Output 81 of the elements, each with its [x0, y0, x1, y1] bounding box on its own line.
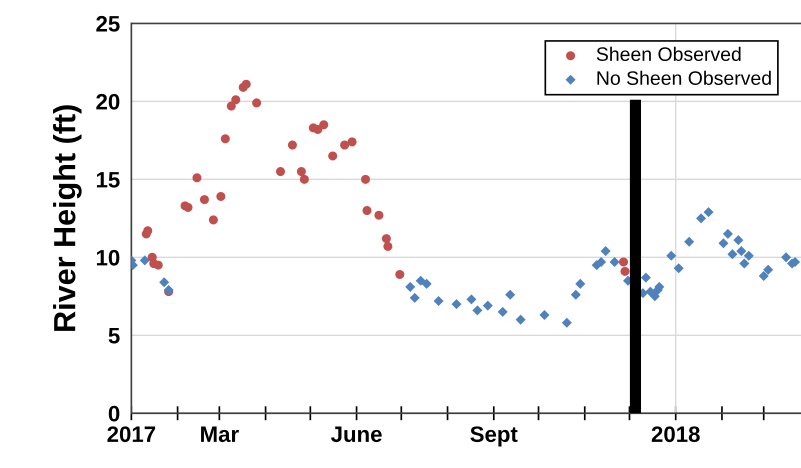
point	[610, 256, 620, 267]
point	[242, 80, 251, 89]
point	[140, 255, 150, 266]
point	[395, 270, 404, 279]
point	[570, 290, 581, 300]
legend-label: No Sheen Observed	[597, 70, 771, 85]
point	[733, 235, 744, 246]
point	[288, 140, 297, 150]
y-tick-label: 10	[96, 250, 120, 266]
point	[434, 296, 444, 306]
point	[405, 282, 416, 292]
y-axis-title: River Height (ft)	[53, 105, 82, 331]
point	[781, 252, 792, 262]
x-tick-label: 2018	[652, 426, 700, 442]
point	[744, 250, 754, 261]
point	[231, 95, 240, 104]
point	[516, 314, 526, 325]
point	[276, 167, 286, 176]
point	[143, 226, 152, 236]
point	[313, 124, 322, 134]
y-tick-label: 0	[108, 406, 120, 422]
point	[296, 167, 306, 176]
point	[340, 140, 350, 150]
point	[184, 202, 193, 212]
point	[422, 278, 432, 289]
point	[216, 192, 226, 201]
y-tick-label: 25	[96, 16, 120, 32]
point	[362, 206, 372, 216]
point	[154, 260, 163, 270]
point	[600, 246, 611, 256]
point	[482, 300, 493, 311]
point	[348, 137, 357, 146]
y-tick-label: 5	[108, 328, 120, 344]
point	[722, 228, 733, 239]
point	[619, 257, 628, 266]
point	[640, 272, 651, 283]
point	[200, 195, 209, 204]
point	[383, 242, 392, 251]
point	[704, 207, 714, 218]
point	[650, 291, 660, 302]
point	[666, 250, 676, 261]
point	[300, 174, 309, 184]
point	[763, 264, 774, 275]
point	[684, 236, 694, 247]
point	[472, 305, 482, 316]
point	[596, 256, 606, 267]
point	[328, 151, 338, 160]
point	[739, 258, 750, 269]
point	[410, 292, 420, 303]
point	[159, 277, 170, 288]
point	[758, 271, 769, 282]
y-tick-label: 20	[96, 94, 120, 110]
point	[505, 290, 516, 300]
point	[220, 134, 230, 144]
point	[736, 246, 746, 256]
point	[416, 276, 426, 286]
legend-label: Sheen Observed	[596, 46, 741, 62]
point	[539, 310, 550, 320]
point	[498, 306, 508, 317]
x-tick-label: Sept	[470, 426, 518, 446]
point	[696, 213, 706, 224]
point	[620, 266, 630, 276]
point	[319, 120, 328, 130]
point	[226, 102, 236, 111]
x-tick-label: June	[330, 426, 382, 442]
x-tick-label: Mar	[201, 426, 239, 442]
y-tick-label: 15	[96, 172, 120, 188]
point	[252, 98, 262, 108]
x-tick-label: 2017	[107, 426, 156, 442]
point	[727, 249, 738, 260]
point	[674, 263, 684, 274]
point	[562, 318, 572, 328]
point	[575, 278, 586, 289]
point	[361, 174, 370, 184]
point	[192, 173, 202, 182]
point	[718, 238, 728, 248]
point	[208, 215, 218, 224]
point	[466, 294, 476, 304]
point	[451, 299, 462, 310]
point	[374, 210, 384, 220]
point	[382, 234, 391, 244]
